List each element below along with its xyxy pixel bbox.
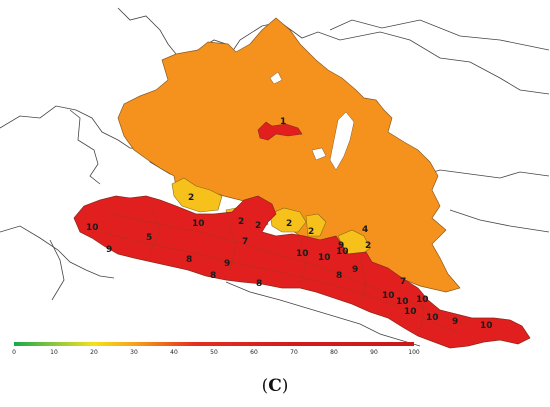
zone-label: 10 bbox=[318, 253, 331, 263]
zone-label: 10 bbox=[336, 247, 349, 257]
zone-label: 10 bbox=[192, 219, 205, 229]
zone-labels: 1 2 2 2 2 2 2 4 5 7 7 8 8 8 8 9 9 9 9 9 … bbox=[86, 117, 493, 331]
legend-tick-label: 30 bbox=[130, 349, 138, 356]
zone-label: 8 bbox=[336, 271, 342, 281]
caption-close: ) bbox=[281, 376, 289, 396]
caption-letter: C bbox=[268, 376, 282, 396]
zone-label: 2 bbox=[255, 221, 261, 231]
zone-contours bbox=[99, 205, 471, 335]
zone-label: 5 bbox=[146, 233, 152, 243]
zone-label: 2 bbox=[308, 227, 314, 237]
legend: 0 10 20 30 40 50 60 70 80 90 100 bbox=[12, 342, 420, 356]
zone-mid-orange bbox=[117, 17, 461, 293]
zone-label: 10 bbox=[296, 249, 309, 259]
zone-label: 9 bbox=[224, 259, 230, 269]
legend-tick-label: 60 bbox=[250, 349, 258, 356]
legend-tick-label: 90 bbox=[370, 349, 378, 356]
legend-ticks: 0 10 20 30 40 50 60 70 80 90 100 bbox=[12, 349, 420, 356]
zone-label: 10 bbox=[426, 313, 439, 323]
zone-label: 1 bbox=[280, 117, 286, 127]
legend-tick-label: 50 bbox=[210, 349, 218, 356]
orange-islands bbox=[269, 71, 355, 171]
legend-tick-label: 80 bbox=[330, 349, 338, 356]
zone-label: 7 bbox=[242, 237, 248, 247]
legend-tick-label: 0 bbox=[12, 349, 16, 356]
legend-tick-label: 20 bbox=[90, 349, 98, 356]
caption-open: ( bbox=[261, 376, 269, 396]
zone-high-north-spot bbox=[257, 121, 303, 141]
legend-color-bar bbox=[14, 342, 414, 346]
zone-label: 9 bbox=[452, 317, 458, 327]
legend-tick-label: 70 bbox=[290, 349, 298, 356]
zone-label: 2 bbox=[286, 219, 292, 229]
legend-tick-label: 40 bbox=[170, 349, 178, 356]
zone-label: 10 bbox=[396, 297, 409, 307]
legend-tick-label: 10 bbox=[50, 349, 58, 356]
zone-label: 9 bbox=[352, 265, 358, 275]
zone-label: 2 bbox=[188, 193, 194, 203]
zone-label: 9 bbox=[106, 245, 112, 255]
zone-label: 2 bbox=[238, 217, 244, 227]
zone-label: 10 bbox=[86, 223, 99, 233]
zone-label: 8 bbox=[256, 279, 262, 289]
zone-label: 4 bbox=[362, 225, 368, 235]
zone-label: 8 bbox=[186, 255, 192, 265]
zone-label: 9 bbox=[338, 241, 344, 251]
figure-caption: (C) bbox=[0, 376, 550, 396]
zone-label: 10 bbox=[404, 307, 417, 317]
zone-label: 2 bbox=[365, 241, 371, 251]
zone-label: 10 bbox=[382, 291, 395, 301]
zone-label: 8 bbox=[210, 271, 216, 281]
zone-label: 10 bbox=[416, 295, 429, 305]
zone-label: 7 bbox=[400, 277, 406, 287]
legend-tick-label: 100 bbox=[408, 349, 420, 356]
zone-high-red bbox=[73, 195, 531, 349]
zone-label: 10 bbox=[480, 321, 493, 331]
